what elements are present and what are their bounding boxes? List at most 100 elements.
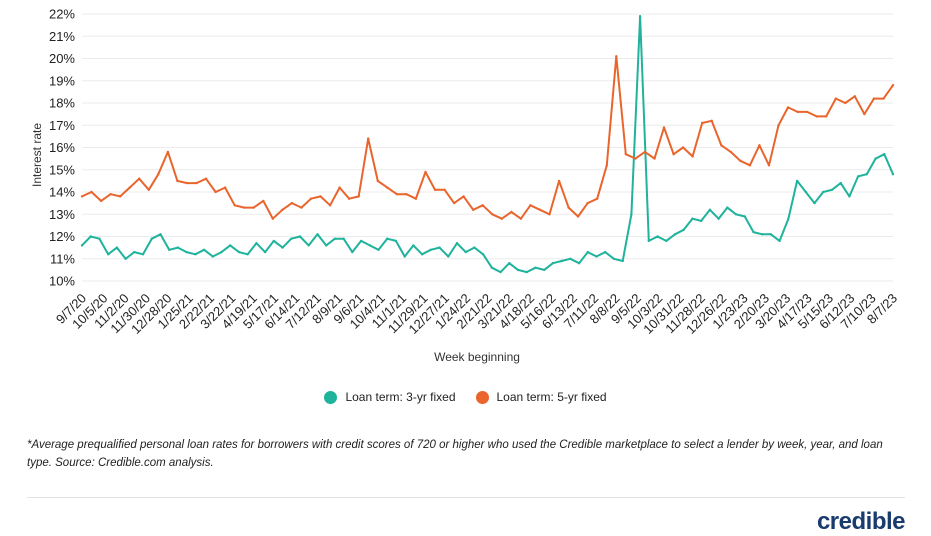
data-point[interactable] xyxy=(376,179,379,183)
data-point[interactable] xyxy=(499,270,502,274)
data-point[interactable] xyxy=(596,197,599,200)
data-point[interactable] xyxy=(872,97,876,100)
data-point[interactable] xyxy=(202,248,206,251)
data-point[interactable] xyxy=(185,250,188,254)
data-point[interactable] xyxy=(813,201,816,205)
data-point[interactable] xyxy=(830,188,834,191)
data-point[interactable] xyxy=(739,159,742,162)
data-point[interactable] xyxy=(386,186,389,189)
data-point[interactable] xyxy=(90,190,93,194)
data-point[interactable] xyxy=(443,188,446,191)
data-point[interactable] xyxy=(342,237,345,240)
data-point[interactable] xyxy=(229,244,232,247)
data-point[interactable] xyxy=(863,112,866,116)
data-point[interactable] xyxy=(133,250,136,254)
data-point[interactable] xyxy=(176,179,179,183)
data-point[interactable] xyxy=(377,248,380,251)
data-point[interactable] xyxy=(80,195,84,198)
data-point[interactable] xyxy=(758,144,761,147)
data-point[interactable] xyxy=(357,195,360,198)
data-point[interactable] xyxy=(700,219,703,223)
data-point[interactable] xyxy=(420,253,424,256)
data-point[interactable] xyxy=(351,250,354,254)
data-point[interactable] xyxy=(569,257,572,260)
data-point[interactable] xyxy=(691,155,694,158)
data-point[interactable] xyxy=(525,270,528,274)
data-point[interactable] xyxy=(405,193,408,196)
data-point[interactable] xyxy=(883,153,886,156)
data-point[interactable] xyxy=(462,195,465,198)
data-point[interactable] xyxy=(638,15,642,18)
data-point[interactable] xyxy=(576,215,580,218)
data-point[interactable] xyxy=(481,204,484,207)
data-point[interactable] xyxy=(682,228,685,231)
data-point[interactable] xyxy=(805,110,809,114)
data-point[interactable] xyxy=(853,95,856,98)
data-point[interactable] xyxy=(281,208,284,211)
data-point[interactable] xyxy=(255,242,258,245)
data-point[interactable] xyxy=(307,244,310,247)
data-point[interactable] xyxy=(394,239,398,243)
data-point[interactable] xyxy=(141,253,145,256)
data-point[interactable] xyxy=(567,206,570,209)
data-point[interactable] xyxy=(586,250,589,254)
data-point[interactable] xyxy=(519,217,523,220)
data-point[interactable] xyxy=(534,266,537,269)
data-point[interactable] xyxy=(624,153,627,156)
data-point[interactable] xyxy=(367,137,370,140)
data-point[interactable] xyxy=(786,106,790,109)
data-point[interactable] xyxy=(717,217,720,220)
data-point[interactable] xyxy=(665,239,668,243)
data-point[interactable] xyxy=(621,259,624,263)
data-point[interactable] xyxy=(338,186,341,189)
data-point[interactable] xyxy=(508,262,511,265)
data-point[interactable] xyxy=(263,250,267,254)
data-point[interactable] xyxy=(119,195,122,198)
data-point[interactable] xyxy=(223,186,227,189)
data-point[interactable] xyxy=(438,246,441,249)
data-point[interactable] xyxy=(98,237,101,240)
data-point[interactable] xyxy=(472,208,475,211)
data-point[interactable] xyxy=(662,126,666,129)
data-point[interactable] xyxy=(491,213,494,216)
data-point[interactable] xyxy=(243,206,246,209)
data-point[interactable] xyxy=(516,268,520,272)
data-point[interactable] xyxy=(211,255,214,258)
data-point[interactable] xyxy=(834,97,837,100)
data-point[interactable] xyxy=(348,197,351,200)
data-point[interactable] xyxy=(643,150,647,154)
data-point[interactable] xyxy=(128,186,131,189)
legend-item-3yr[interactable]: Loan term: 3-yr fixed xyxy=(324,390,456,404)
data-point[interactable] xyxy=(548,213,551,216)
data-point[interactable] xyxy=(734,213,738,216)
data-point[interactable] xyxy=(395,193,399,196)
data-point[interactable] xyxy=(595,255,598,258)
data-point[interactable] xyxy=(147,188,150,191)
data-point[interactable] xyxy=(672,153,675,156)
data-point[interactable] xyxy=(804,190,807,194)
data-point[interactable] xyxy=(220,250,223,254)
data-point[interactable] xyxy=(560,259,563,263)
data-point[interactable] xyxy=(634,157,637,160)
data-point[interactable] xyxy=(865,173,868,176)
data-point[interactable] xyxy=(882,97,885,100)
data-point[interactable] xyxy=(777,124,780,127)
data-point[interactable] xyxy=(452,201,456,205)
data-point[interactable] xyxy=(529,204,532,207)
data-point[interactable] xyxy=(473,246,476,249)
data-point[interactable] xyxy=(743,215,746,218)
data-point[interactable] xyxy=(386,237,389,240)
data-point[interactable] xyxy=(246,253,249,256)
data-point[interactable] xyxy=(368,244,371,247)
data-point[interactable] xyxy=(605,164,608,167)
data-point[interactable] xyxy=(761,233,764,236)
data-point[interactable] xyxy=(319,195,322,198)
data-point[interactable] xyxy=(300,206,303,209)
data-point[interactable] xyxy=(708,208,712,211)
data-point[interactable] xyxy=(729,150,732,154)
data-point[interactable] xyxy=(681,146,685,149)
data-point[interactable] xyxy=(166,150,170,154)
data-point[interactable] xyxy=(612,257,616,260)
data-point[interactable] xyxy=(359,239,363,243)
data-point[interactable] xyxy=(796,110,799,114)
